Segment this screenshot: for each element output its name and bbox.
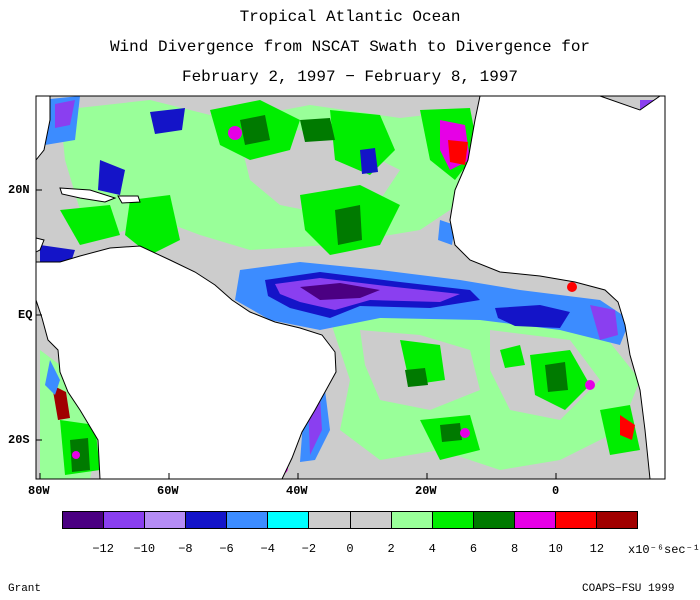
- legend-swatch: [555, 512, 598, 528]
- legend-swatch: [145, 512, 187, 528]
- tick-marks: [36, 189, 557, 479]
- legend-swatch: [227, 512, 269, 528]
- legend-tick-label: 10: [548, 542, 563, 556]
- cuba: [59, 187, 117, 203]
- legend-tick-label: −2: [301, 542, 317, 556]
- legend-swatch: [432, 512, 474, 528]
- dark-green-patches: [70, 115, 568, 472]
- legend-swatch: [514, 512, 556, 528]
- lon-label-60w: 60W: [157, 484, 179, 498]
- legend-swatch: [597, 512, 638, 528]
- legend-swatch: [63, 512, 105, 528]
- legend-tick-label: 12: [589, 542, 605, 556]
- map-title-line-2: Wind Divergence from NSCAT Swath to Dive…: [109, 38, 591, 56]
- legend-swatch: [186, 512, 228, 528]
- legend-swatch: [391, 512, 433, 528]
- south-america: [36, 245, 337, 479]
- color-legend-bar: [62, 511, 638, 529]
- legend-tick-label: 8: [510, 542, 519, 556]
- legend-tick-label: 2: [387, 542, 395, 556]
- lat-label-20n: 20N: [8, 183, 30, 197]
- central-america: [36, 237, 45, 253]
- legend-tick-label: −12: [92, 542, 114, 556]
- lat-label-eq: EQ: [18, 308, 33, 322]
- legend-tick-label: −8: [178, 542, 193, 556]
- lon-label-20w: 20W: [415, 484, 437, 498]
- lon-label-40w: 40W: [286, 484, 308, 498]
- author-credit: Grant: [8, 583, 42, 595]
- africa: [449, 96, 665, 479]
- legend-swatch: [104, 512, 146, 528]
- itcz-convergence-band: [235, 262, 630, 345]
- lon-label-80w: 80W: [28, 484, 50, 498]
- legend-tick-label: 0: [346, 542, 354, 556]
- legend-swatch: [309, 512, 351, 528]
- lat-label-20s: 20S: [8, 433, 30, 447]
- north-america: [36, 96, 51, 161]
- legend-units: x10⁻⁶sec⁻¹: [628, 543, 700, 557]
- legend-tick-label: −6: [219, 542, 234, 556]
- legend-swatch: [473, 512, 515, 528]
- map-title-line-3: February 2, 1997 − February 8, 1997: [181, 68, 519, 86]
- map-frame: [35, 95, 666, 480]
- lon-label-0: 0: [552, 484, 560, 498]
- land-masses: [36, 96, 665, 479]
- institution-credit: COAPS−FSU 1999: [582, 583, 675, 595]
- map-title-line-1: Tropical Atlantic Ocean: [239, 8, 461, 26]
- legend-swatch: [268, 512, 310, 528]
- legend-tick-label: 6: [469, 542, 478, 556]
- legend-tick-label: −4: [260, 542, 275, 556]
- legend-tick-label: 4: [428, 542, 436, 556]
- legend-swatch: [350, 512, 392, 528]
- hispaniola: [117, 195, 141, 204]
- legend-tick-label: −10: [133, 542, 156, 556]
